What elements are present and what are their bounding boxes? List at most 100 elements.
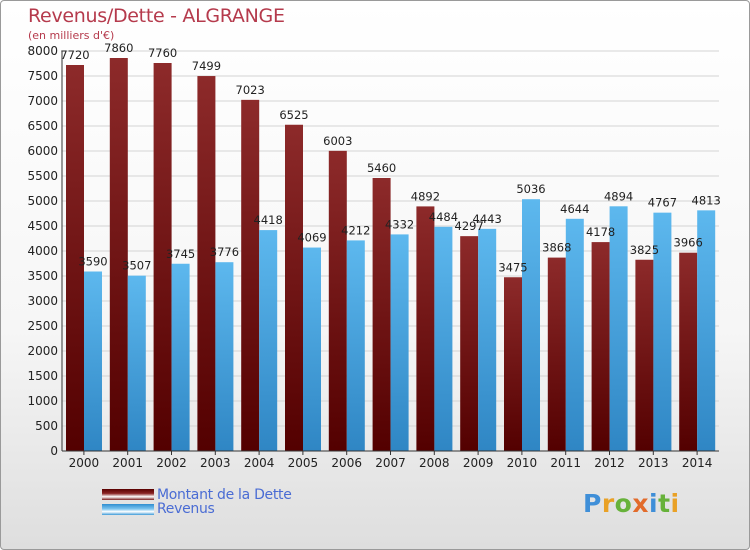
- bars: [66, 58, 716, 452]
- logo-letter: i: [649, 489, 659, 518]
- bar-dette: [591, 242, 610, 451]
- value-label-revenus: 5036: [516, 182, 545, 196]
- value-label-revenus: 4644: [560, 202, 589, 216]
- legend-swatch-revenus: [102, 504, 154, 515]
- value-label-dette: 3825: [630, 243, 659, 257]
- bar-revenus: [346, 240, 365, 451]
- value-label-revenus: 4212: [341, 223, 370, 237]
- value-label-revenus: 3590: [78, 255, 107, 269]
- bar-revenus: [390, 234, 409, 451]
- x-tick-label: 2007: [375, 456, 406, 470]
- logo-letter: r: [601, 489, 615, 518]
- x-tick-label: 2010: [507, 456, 538, 470]
- y-tick-label: 7000: [27, 94, 58, 108]
- value-label-revenus: 4069: [297, 231, 326, 245]
- logo-letter: i: [670, 489, 680, 518]
- value-label-dette: 3475: [498, 260, 527, 274]
- y-tick-label: 4000: [27, 244, 58, 258]
- value-label-revenus: 4894: [604, 189, 633, 203]
- x-tick-label: 2011: [550, 456, 581, 470]
- bar-revenus: [259, 230, 278, 451]
- value-label-dette: 3966: [674, 236, 703, 250]
- value-label-dette: 6003: [323, 134, 352, 148]
- value-label-dette: 7499: [192, 59, 221, 73]
- bar-dette: [372, 178, 391, 451]
- x-tick-label: 2002: [156, 456, 187, 470]
- value-label-dette: 4297: [455, 219, 484, 233]
- bar-dette: [679, 252, 698, 451]
- value-label-dette: 7023: [236, 83, 265, 97]
- bar-revenus: [215, 262, 234, 451]
- y-tick-label: 7500: [27, 69, 58, 83]
- value-label-dette: 3868: [542, 241, 571, 255]
- y-tick-label: 0: [50, 444, 58, 458]
- chart-title: Revenus/Dette - ALGRANGE: [28, 5, 285, 27]
- x-tick-label: 2008: [419, 456, 450, 470]
- value-label-revenus: 3745: [166, 247, 195, 261]
- value-labels: 7720 3590 7860 3507 7760 3745 7499 3776 7023 4418…: [60, 41, 720, 274]
- x-tick-label: 2003: [200, 456, 231, 470]
- legend-label-dette: Montant de la Dette: [157, 487, 292, 503]
- bar-revenus: [609, 206, 628, 451]
- value-label-revenus: 4484: [429, 210, 458, 224]
- value-label-revenus: 4813: [692, 193, 721, 207]
- x-tick-label: 2001: [112, 456, 143, 470]
- x-tick-label: 2014: [682, 456, 713, 470]
- value-label-revenus: 4332: [385, 217, 414, 231]
- x-tick-label: 2013: [638, 456, 669, 470]
- x-tick-label: 2006: [331, 456, 362, 470]
- bar-revenus: [697, 210, 716, 451]
- bar-revenus: [565, 218, 584, 451]
- bar-dette: [66, 65, 84, 451]
- logo-letter: o: [614, 489, 633, 518]
- y-tick-label: 2500: [27, 319, 58, 333]
- bar-revenus: [84, 271, 102, 451]
- y-tick-label: 5500: [27, 169, 58, 183]
- bar-revenus: [127, 275, 146, 451]
- value-label-dette: 7860: [104, 41, 133, 55]
- legend-swatch-dette: [102, 489, 154, 500]
- y-tick-label: 1000: [27, 394, 58, 408]
- bar-dette: [460, 236, 479, 451]
- x-tick-label: 2012: [594, 456, 625, 470]
- bar-revenus: [478, 228, 497, 451]
- y-tick-label: 6500: [27, 119, 58, 133]
- y-tick-label: 4500: [27, 219, 58, 233]
- value-label-dette: 4178: [586, 225, 615, 239]
- value-label-revenus: 3776: [210, 245, 239, 259]
- bar-dette: [328, 150, 347, 451]
- logo-letter: t: [658, 489, 671, 518]
- bar-dette: [416, 206, 435, 451]
- y-tick-label: 5000: [27, 194, 58, 208]
- y-tick-label: 3500: [27, 269, 58, 283]
- logo-letter: x: [632, 489, 649, 518]
- bar-revenus: [303, 247, 321, 451]
- bar-dette: [241, 99, 260, 451]
- bar-dette: [504, 277, 522, 451]
- x-tick-label: 2000: [69, 456, 100, 470]
- proxiti-logo: Proxiti: [583, 489, 680, 518]
- value-label-dette: 7760: [148, 46, 177, 60]
- bar-revenus: [171, 263, 190, 451]
- bar-revenus: [522, 199, 540, 451]
- bar-dette: [635, 259, 654, 451]
- bar-dette: [285, 124, 303, 451]
- value-label-dette: 7720: [60, 48, 89, 62]
- value-label-revenus: 4443: [473, 212, 502, 226]
- axes: 0 500 1000 1500 2000 2500 3000 3500 4000 4500 5000…: [27, 44, 719, 470]
- value-label-dette: 4892: [411, 189, 440, 203]
- x-tick-label: 2009: [463, 456, 494, 470]
- value-label-revenus: 3507: [122, 259, 151, 273]
- y-tick-label: 8000: [27, 44, 58, 58]
- bar-dette: [197, 76, 216, 452]
- value-label-dette: 5460: [367, 161, 396, 175]
- logo-letter: P: [583, 489, 602, 518]
- legend-label-revenus: Revenus: [157, 501, 215, 517]
- value-label-dette: 6525: [279, 108, 308, 122]
- x-tick-label: 2005: [288, 456, 319, 470]
- bar-dette: [547, 257, 566, 451]
- chart-subtitle: (en milliers d'€): [28, 29, 115, 42]
- bar-revenus: [653, 212, 672, 451]
